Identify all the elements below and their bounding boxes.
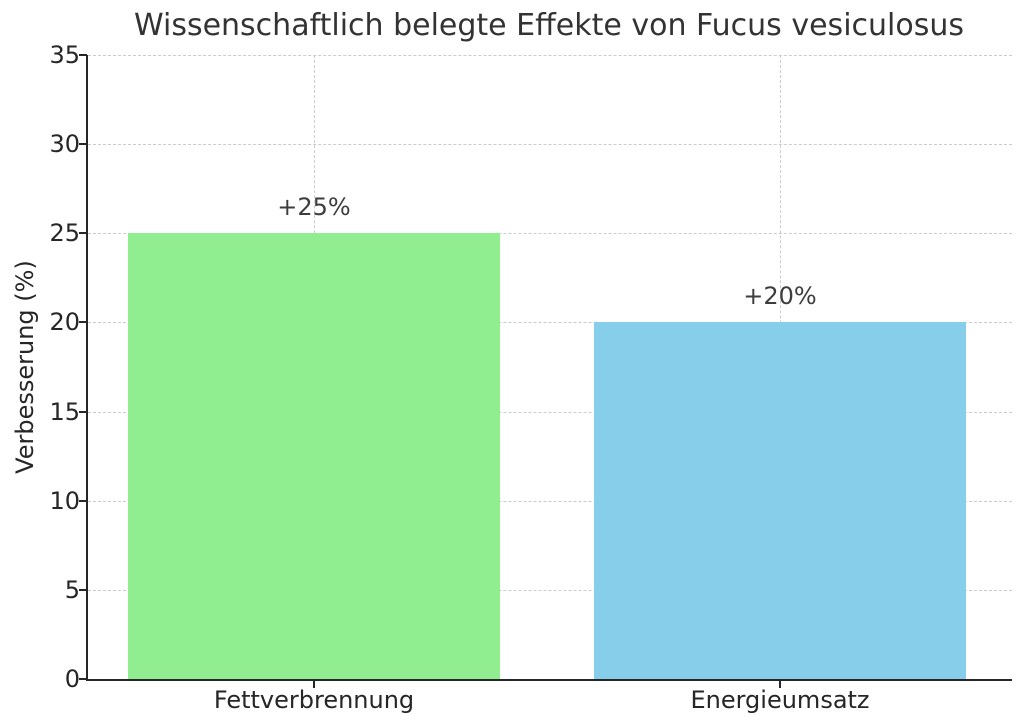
gridline-horizontal	[88, 322, 1012, 324]
y-tick-mark	[79, 232, 87, 235]
y-tick-label: 10	[49, 486, 80, 515]
bar-value-label: +25%	[277, 193, 351, 222]
y-tick-label: 15	[49, 397, 80, 426]
y-tick-mark	[79, 410, 87, 413]
chart-title: Wissenschaftlich belegte Effekte von Fuc…	[133, 8, 964, 43]
y-tick-label: 5	[64, 575, 80, 604]
gridline-horizontal	[88, 144, 1012, 146]
y-tick-label: 35	[49, 41, 80, 69]
gridline-horizontal	[88, 233, 1012, 235]
y-tick-label: 0	[64, 665, 80, 693]
gridline-horizontal	[88, 500, 1012, 502]
y-tick-label: 25	[49, 219, 80, 248]
bar-fettverbrennung	[128, 233, 500, 679]
x-tick-mark	[779, 681, 781, 688]
y-tick-mark	[79, 588, 87, 591]
x-tick-label: Fettverbrennung	[213, 686, 415, 714]
y-tick-label: 30	[49, 130, 80, 159]
y-tick-mark	[79, 321, 87, 324]
y-tick-label: 20	[49, 308, 80, 337]
gridline-horizontal	[88, 589, 1012, 591]
gridline-horizontal	[88, 55, 1012, 56]
plot-area: +25% +20%	[86, 55, 1012, 681]
y-tick-mark	[79, 499, 87, 502]
x-tick-mark	[313, 681, 315, 688]
bar-energieumsatz	[594, 322, 966, 679]
bar-value-label: +20%	[743, 282, 817, 311]
gridline-horizontal	[88, 411, 1012, 413]
y-tick-mark	[79, 143, 87, 146]
x-tick-label: Energieumsatz	[690, 686, 870, 714]
y-tick-mark	[79, 54, 87, 56]
y-tick-mark	[79, 678, 87, 680]
